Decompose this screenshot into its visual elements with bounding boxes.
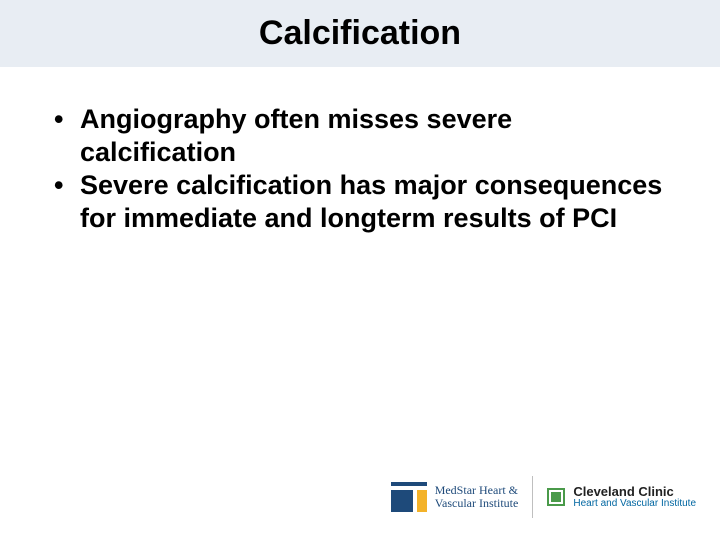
title-bar: Calcification (0, 0, 720, 67)
cleveland-line1: Cleveland Clinic (573, 485, 696, 499)
bullet-item: Severe calcification has major consequen… (48, 169, 672, 235)
content-area: Angiography often misses severe calcific… (0, 67, 720, 235)
medstar-mark-icon (391, 482, 427, 512)
bullet-item: Angiography often misses severe calcific… (48, 103, 672, 169)
medstar-logo: MedStar Heart & Vascular Institute (391, 482, 519, 512)
cleveland-logo: Cleveland Clinic Heart and Vascular Inst… (547, 485, 696, 509)
cleveland-text: Cleveland Clinic Heart and Vascular Inst… (573, 485, 696, 509)
logo-divider (532, 476, 533, 518)
cleveland-mark-icon (547, 488, 565, 506)
cleveland-line2: Heart and Vascular Institute (573, 499, 696, 510)
medstar-text: MedStar Heart & Vascular Institute (435, 484, 519, 510)
bullet-list: Angiography often misses severe calcific… (48, 103, 672, 235)
footer-logos: MedStar Heart & Vascular Institute Cleve… (391, 476, 696, 518)
medstar-line2: Vascular Institute (435, 497, 519, 510)
slide-title: Calcification (0, 14, 720, 53)
